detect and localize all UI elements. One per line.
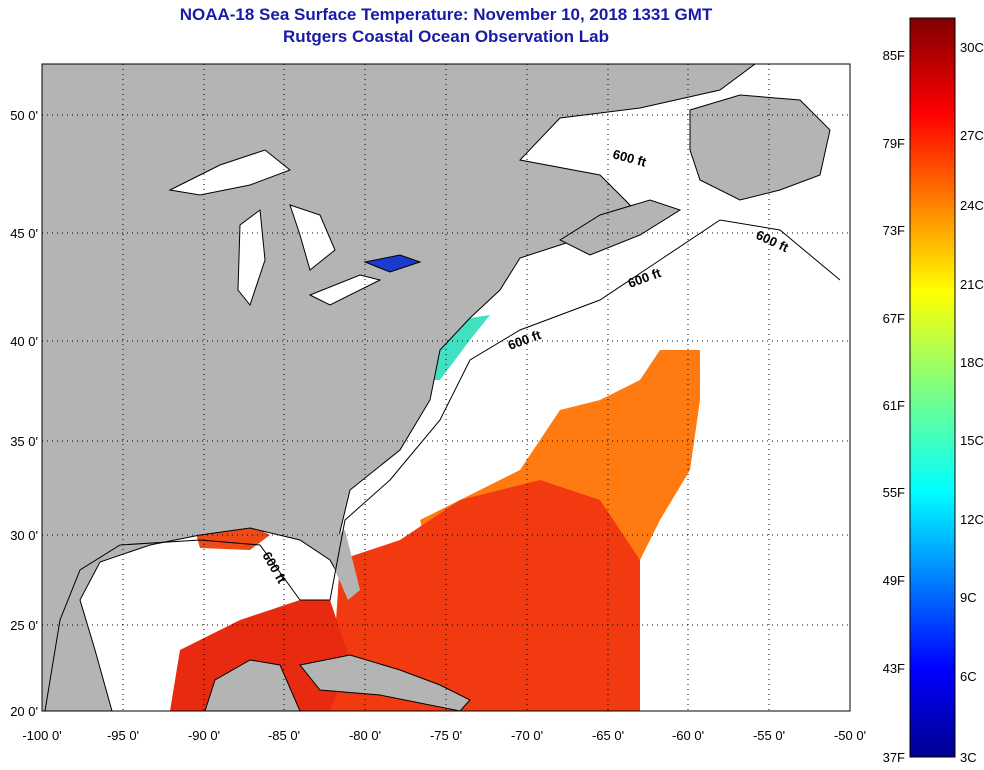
colorbar [909,17,956,758]
figure-title: NOAA-18 Sea Surface Temperature: Novembe… [179,5,713,24]
lat-tick: 40 0' [10,334,38,349]
land-florida [330,530,360,600]
tick-label: 55F [883,485,905,500]
lon-tick: -95 0' [107,728,139,743]
tick-label: 21C [960,277,984,292]
tick-label: 67F [883,311,905,326]
lat-tick: 45 0' [10,226,38,241]
lon-tick: -70 0' [511,728,543,743]
tick-label: 37F [883,750,905,765]
lon-tick: -100 0' [22,728,61,743]
latitude-labels: 50 0' 45 0' 40 0' 35 0' 30 0' 25 0' 20 0… [10,108,38,719]
map-area: 600 ft 600 ft 600 ft 600 ft 600 ft [42,64,850,711]
figure-subtitle: Rutgers Coastal Ocean Observation Lab [283,27,609,46]
colorbar-c-labels: 30C 27C 24C 21C 18C 15C 12C 9C 6C 3C [960,40,984,765]
tick-label: 49F [883,573,905,588]
lon-tick: -50 0' [834,728,866,743]
lat-tick: 30 0' [10,528,38,543]
lake-michigan [237,209,266,307]
lon-tick: -60 0' [672,728,704,743]
land-yucatan [204,659,301,711]
lake-erie [308,274,382,306]
land-north-america [42,64,756,711]
lat-tick: 50 0' [10,108,38,123]
sst-shelf-cool [430,315,490,380]
tick-label: 73F [883,223,905,238]
tick-label: 15C [960,433,984,448]
lat-tick: 20 0' [10,704,38,719]
land-nova-scotia [558,199,682,256]
lake-ontario [363,254,422,273]
lat-tick: 25 0' [10,618,38,633]
tick-label: 6C [960,669,977,684]
tick-label: 3C [960,750,977,765]
tick-label: 79F [883,136,905,151]
lon-tick: -90 0' [188,728,220,743]
lon-tick: -55 0' [753,728,785,743]
tick-label: 9C [960,590,977,605]
tick-label: 30C [960,40,984,55]
lon-tick: -85 0' [268,728,300,743]
longitude-labels: -100 0' -95 0' -90 0' -85 0' -80 0' -75 … [22,728,866,743]
lat-tick: 35 0' [10,434,38,449]
tick-label: 18C [960,355,984,370]
tick-label: 61F [883,398,905,413]
lon-tick: -65 0' [592,728,624,743]
lake-superior [168,149,291,196]
lake-huron [289,204,336,271]
sst-warm-field [330,480,640,711]
colorbar-f-labels: 85F 79F 73F 67F 61F 55F 49F 43F 37F [883,48,905,765]
tick-label: 85F [883,48,905,63]
tick-label: 43F [883,661,905,676]
tick-label: 27C [960,128,984,143]
lon-tick: -80 0' [349,728,381,743]
land-cuba [299,654,471,711]
lon-tick: -75 0' [430,728,462,743]
land-newfoundland [689,94,831,201]
600ft-contour [44,219,841,711]
tick-label: 12C [960,512,984,527]
tick-label: 24C [960,198,984,213]
map-frame [41,63,851,712]
